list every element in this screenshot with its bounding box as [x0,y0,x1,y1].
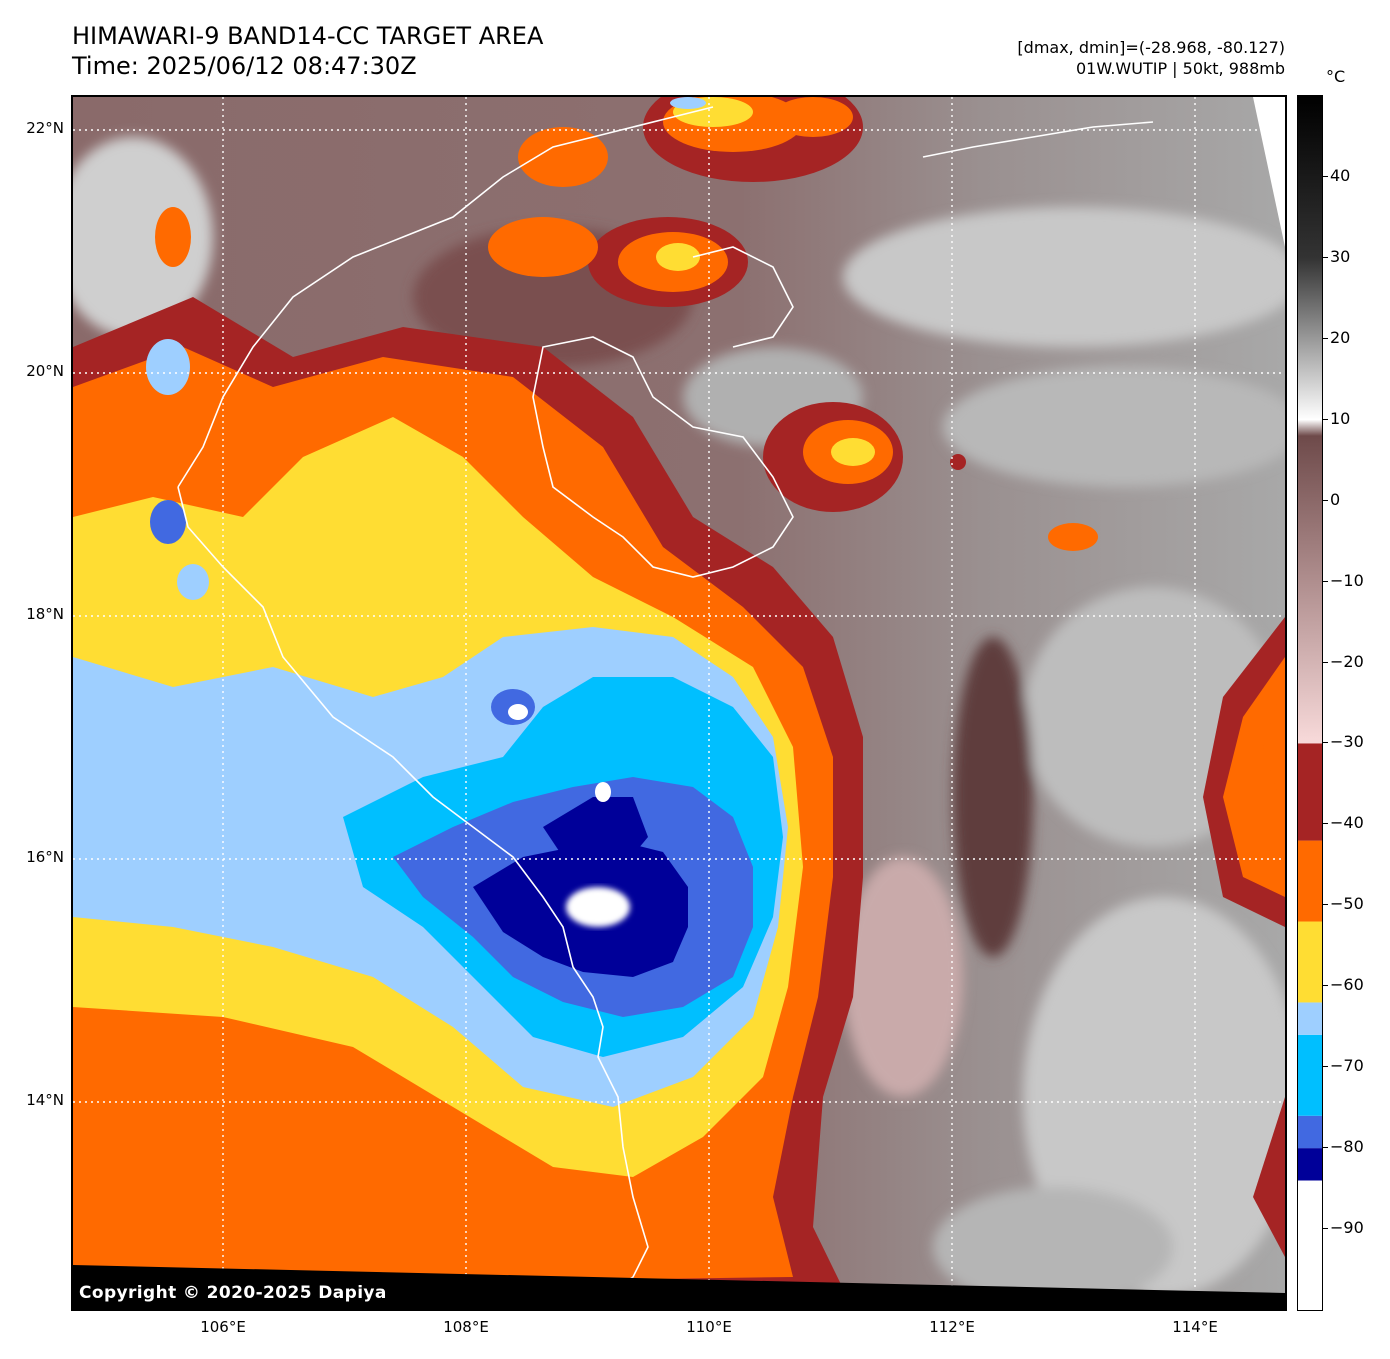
colorbar-tick [1323,1147,1328,1148]
colorbar-scale [1298,96,1322,1310]
lat-label-18n: 18°N [26,605,64,623]
colorbar-tick [1323,176,1328,177]
colorbar-tick [1323,662,1328,663]
colorbar-tick-label: −90 [1330,1218,1364,1237]
colorbar-bin-0 [1298,1180,1322,1310]
lon-label-108e: 108°E [443,1318,489,1336]
colorbar-bin-4 [1298,1002,1322,1035]
colorbar-tick-label: 10 [1330,409,1351,428]
eastern-rainband [1203,617,1285,1257]
colorbar-tick-label: 0 [1330,490,1341,509]
colorbar-tick [1323,419,1328,420]
title-line-1: HIMAWARI-9 BAND14-CC TARGET AREA [72,22,544,50]
colorbar-tick [1323,581,1328,582]
colorbar-bin-2 [1298,1115,1322,1149]
coastlines [177,106,1154,1304]
colorbar-tick-label: 40 [1330,166,1351,185]
colorbar-tick [1323,500,1328,501]
colorbar-bin-7 [1298,743,1322,841]
colorbar-tick [1323,1228,1328,1229]
colorbar-tick [1323,742,1328,743]
colorbar-tick-label: −70 [1330,1056,1364,1075]
colorbar-bin-1 [1298,1148,1322,1181]
colorbar-unit: °C [1326,67,1346,86]
lat-lon-grid [73,97,1285,1309]
lon-label-112e: 112°E [929,1318,975,1336]
colorbar-tick-label: −20 [1330,652,1364,671]
colorbar-tick [1323,904,1328,905]
colorbar-tick-label: −40 [1330,813,1364,832]
colorbar-tick-label: 20 [1330,328,1351,347]
colorbar-tick-label: 30 [1330,247,1351,266]
colorbar-tick [1323,257,1328,258]
colorbar-tick [1323,1066,1328,1067]
storm-info: 01W.WUTIP | 50kt, 988mb [1075,59,1285,78]
colorbar-tick-label: −10 [1330,571,1364,590]
temperature-colorbar [1297,95,1323,1311]
title-time: Time: 2025/06/12 08:47:30Z [72,52,417,80]
colorbar-tick-label: −80 [1330,1137,1364,1156]
lat-label-20n: 20°N [26,362,64,380]
colorbar-bin-3 [1298,1034,1322,1116]
lon-label-114e: 114°E [1172,1318,1218,1336]
lat-label-14n: 14°N [26,1091,64,1109]
colorbar-tick-label: −30 [1330,732,1364,751]
colorbar-tick [1323,985,1328,986]
no-data-corner [1253,97,1285,247]
no-data-strip [73,1265,1285,1309]
colorbar-gradient [1298,96,1322,744]
satellite-map[interactable]: Copyright © 2020-2025 Dapiya [71,95,1287,1311]
colorbar-bin-5 [1298,921,1322,1003]
storm-cold-cloud-tops [73,297,863,1309]
lat-label-16n: 16°N [26,848,64,866]
lat-label-22n: 22°N [26,119,64,137]
warm-cloud-texture [73,137,1285,1307]
colorbar-tick-label: −60 [1330,975,1364,994]
dmax-dmin-readout: [dmax, dmin]=(-28.968, -80.127) [1017,38,1285,57]
colorbar-tick-label: −50 [1330,894,1364,913]
colorbar-bin-6 [1298,840,1322,922]
lon-label-110e: 110°E [686,1318,732,1336]
copyright-notice: Copyright © 2020-2025 Dapiya [79,1283,387,1303]
colorbar-tick [1323,823,1328,824]
colorbar-tick [1323,338,1328,339]
lon-label-106e: 106°E [200,1318,246,1336]
infrared-imagery [73,97,1285,1309]
